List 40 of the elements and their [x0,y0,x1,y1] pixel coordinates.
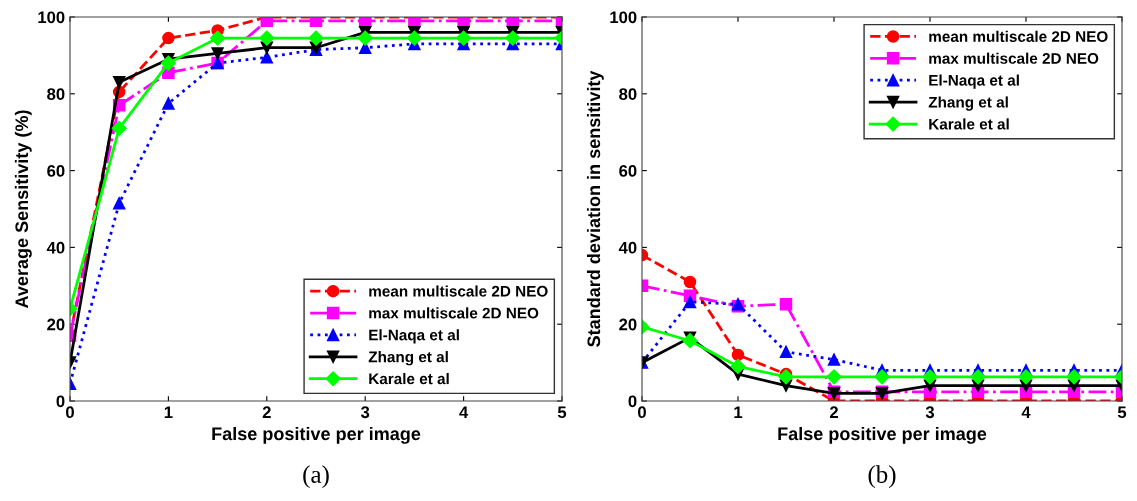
legend-label: max multiscale 2D NEO [369,307,539,319]
y-tick-label: 100 [38,11,65,24]
y-tick-label: 40 [618,241,637,254]
x-tick-label: 5 [1117,406,1127,419]
legend-label: mean multiscale 2D NEO [369,285,548,297]
legend-label: Karale et al [369,373,449,385]
x-tick-label: 5 [557,406,567,419]
legend-label: El-Naqa et al [929,74,1019,89]
legend-label: mean multiscale 2D NEO [929,30,1108,42]
x-tick-label: 1 [734,406,743,418]
x-axis-title: False positive per image [778,426,987,444]
text: (a) [303,465,329,488]
y-tick-label: 100 [610,11,637,24]
x-tick-label: 2 [829,406,838,418]
text: (b) [868,465,896,488]
y-axis-title: Average Sensitivity (%) [14,110,32,309]
y-tick-label: 80 [47,88,65,100]
x-tick-label: 0 [638,406,646,419]
y-tick-label: 80 [619,88,637,100]
legend-label: Zhang et al [928,96,1008,111]
legend-label: max multiscale 2D NEO [929,52,1099,64]
x-tick-label: 3 [360,406,370,419]
x-tick-label: 0 [66,406,74,419]
y-tick-label: 0 [628,395,637,408]
y-axis-title: Standard deviation in sensitivity [586,70,604,347]
y-tick-label: 60 [619,165,637,177]
y-tick-label: 40 [46,241,65,254]
legend-label: Zhang et al [368,351,448,366]
legend-label: Karale et al [929,118,1009,130]
x-tick-label: 3 [925,406,935,419]
x-axis-title: False positive per image [212,426,421,444]
y-tick-label: 60 [47,165,65,177]
x-tick-label: 2 [262,406,271,418]
x-tick-label: 4 [459,406,469,418]
x-tick-label: 1 [164,406,173,418]
legend-label: El-Naqa et al [369,329,459,344]
x-tick-label: 4 [1021,406,1031,418]
y-tick-label: 20 [619,318,637,331]
y-tick-label: 20 [47,318,65,331]
y-tick-label: 0 [56,395,65,408]
